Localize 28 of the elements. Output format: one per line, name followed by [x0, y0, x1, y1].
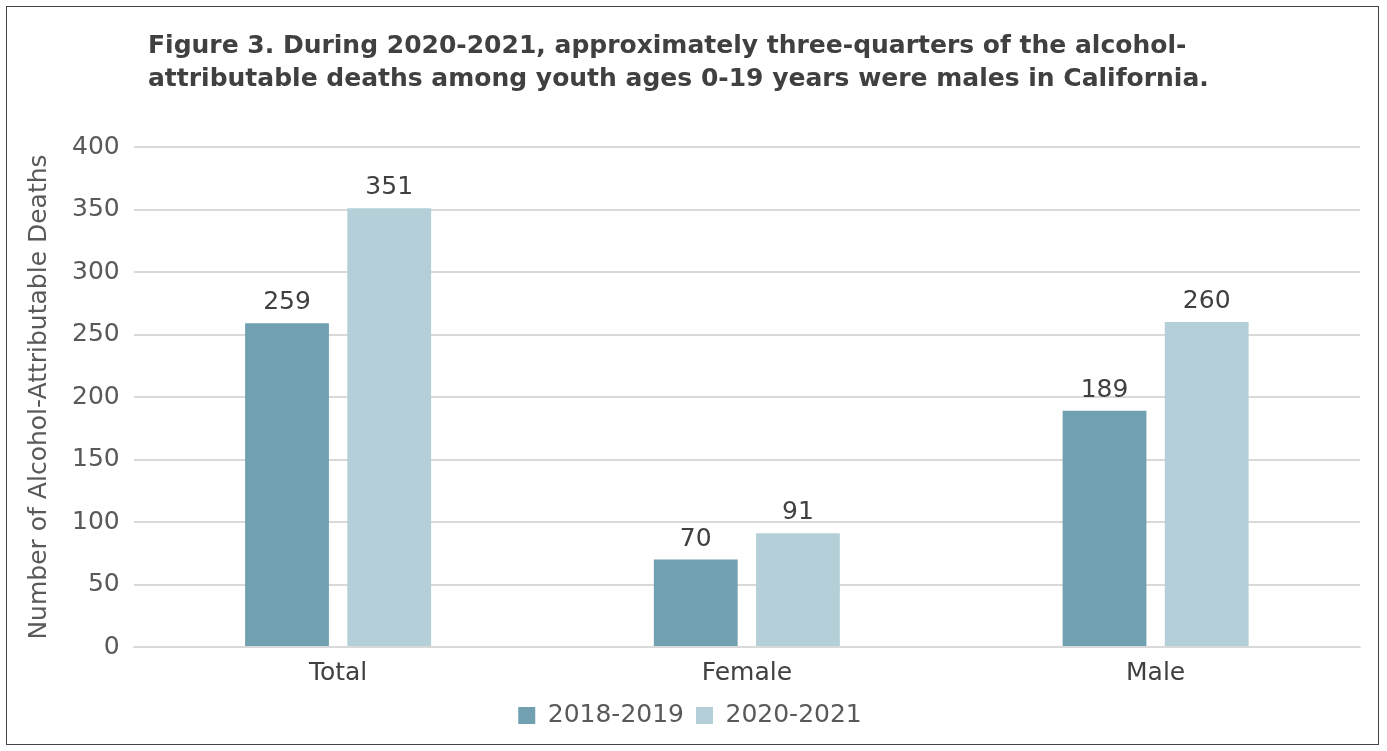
chart-title: Figure 3. During 2020-2021, approximately three-quarters of the alcohol-attributable deaths among youth ages 0-19 years were males in California. — [148, 29, 1210, 94]
y-tick-label: 100 — [72, 505, 120, 535]
x-tick-label: Total — [307, 656, 368, 686]
y-tick-label: 0 — [103, 630, 120, 660]
bar — [1164, 322, 1249, 646]
y-tick-label: 200 — [72, 380, 120, 410]
data-label: 351 — [365, 171, 414, 201]
y-tick-label: 300 — [72, 255, 120, 285]
x-tick-label: Male — [1126, 656, 1186, 686]
y-tick-label: 150 — [72, 443, 120, 472]
legend-label: 2020-2021 — [725, 699, 862, 728]
data-label: 260 — [1182, 285, 1231, 314]
y-axis-title: Number of Alcohol-Attributable Deaths — [22, 154, 52, 640]
legend-label: 2018-2019 — [547, 699, 685, 728]
bar — [756, 533, 840, 646]
y-tick-label: 400 — [72, 130, 120, 160]
data-label: 259 — [263, 286, 311, 316]
x-tick-label: Female — [701, 656, 793, 686]
bar — [1062, 410, 1147, 646]
bar — [653, 559, 738, 646]
y-tick-label: 50 — [87, 568, 120, 597]
y-tick-label: 350 — [72, 193, 120, 222]
data-label: 70 — [679, 522, 712, 552]
bar — [347, 208, 432, 646]
data-label: 189 — [1080, 373, 1129, 403]
bar — [245, 323, 329, 646]
y-tick-label: 250 — [72, 318, 120, 347]
data-label: 91 — [782, 496, 814, 526]
